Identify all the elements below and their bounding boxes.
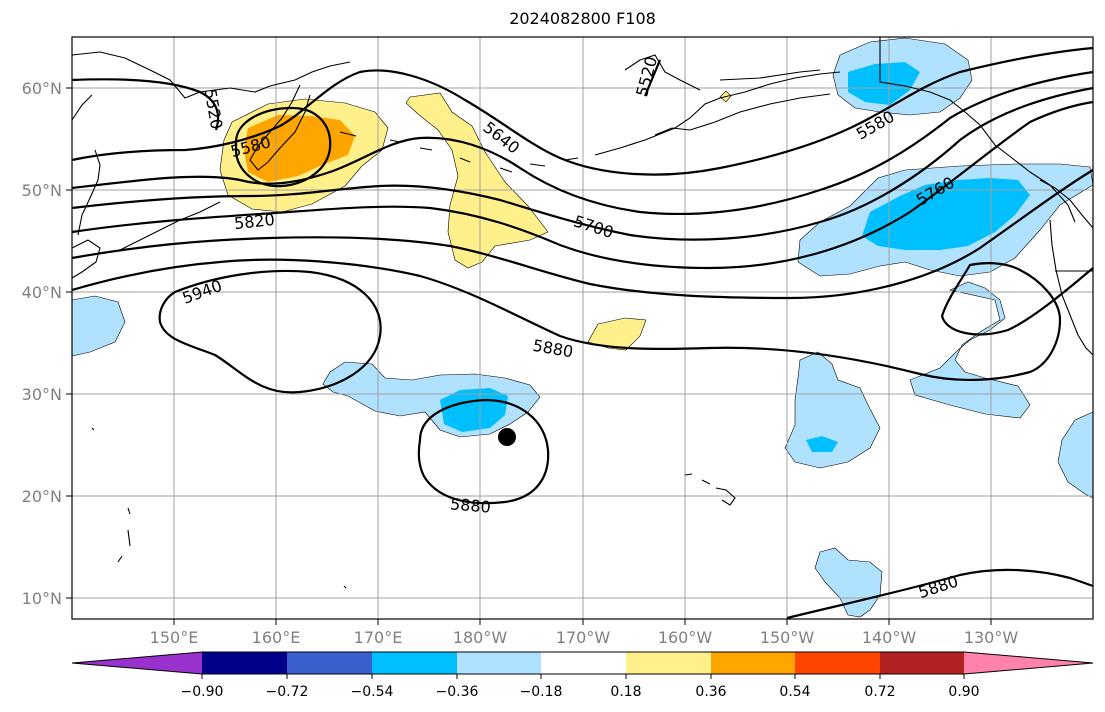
latitude-label: 20°N (22, 487, 62, 506)
colorbar-segment (711, 652, 795, 674)
coastline-layer (71, 37, 1094, 589)
colorbar-tick-label: 0.90 (948, 684, 979, 700)
contour-5580-west (71, 46, 1094, 176)
coastline-alaska-west (594, 71, 841, 156)
longitude-label: 160°W (658, 628, 713, 647)
colorbar-segment (880, 652, 964, 674)
latitude-label: 10°N (22, 589, 62, 608)
contour-label: 5520 (201, 87, 227, 130)
colorbar-segment (457, 652, 541, 674)
colorbar-tick-label: 0.18 (610, 684, 641, 700)
shade-blue-core-subtropical (440, 388, 508, 432)
shade-yellow-aleutian-tongue (405, 92, 549, 269)
coastline-us-west (1049, 219, 1094, 356)
shade-blue-core-hawaii-north (806, 436, 838, 452)
longitude-label: 170°W (556, 628, 611, 647)
coastline-alaska-peninsula (654, 93, 831, 136)
contour-5700 (71, 86, 1094, 241)
shade-orange-core-kamchatka (244, 115, 355, 182)
colorbar-tick-label: 0.72 (864, 684, 895, 700)
coastline-pacific-islands (91, 427, 347, 589)
contour-5520-west (71, 78, 220, 131)
contour-5880-south (786, 568, 1094, 620)
longitude-label: 140°W (862, 628, 917, 647)
shade-light-blue-west-edge (71, 295, 126, 357)
contour-5760 (71, 100, 1094, 270)
latitude-label: 50°N (22, 181, 62, 200)
coastline-canada-bc (1039, 179, 1094, 229)
shaded-field-layer (71, 37, 1094, 618)
contour-5880-main (71, 258, 1094, 381)
colorbar-segment (626, 652, 711, 674)
shade-light-blue-east-central (909, 281, 1031, 419)
coastline-kuril-islands (119, 201, 221, 251)
shade-blue-core-gulf-alaska (848, 62, 920, 105)
storm-center-marker (498, 428, 516, 446)
contour-label: 5700 (571, 211, 616, 242)
contour-kamchatka-closed-low (234, 106, 332, 188)
coastline-alaska-north (624, 54, 821, 91)
contour-label: 5520 (632, 54, 661, 98)
colorbar-segment (287, 652, 372, 674)
contour-label: 5820 (233, 210, 275, 233)
contour-5940-anticyclone (158, 269, 382, 394)
contour-5880-typhoon-ring (417, 398, 550, 505)
height-contour-layer (71, 46, 1094, 620)
contour-5640 (71, 70, 1094, 216)
colorbar-segment (541, 652, 626, 674)
latitude-label: 60°N (22, 79, 62, 98)
shade-light-blue-east-edge (1057, 411, 1094, 499)
latitude-label: 40°N (22, 283, 62, 302)
coastline-hawaii (684, 473, 736, 506)
colorbar-min-extend (72, 652, 202, 674)
colorbar-max-extend (964, 652, 1093, 674)
coastline-asia-north (71, 51, 351, 99)
colorbar-tick-label: −0.18 (520, 684, 563, 700)
shade-light-blue-hawaii-north (784, 351, 881, 469)
longitude-label: 150°W (760, 628, 815, 647)
colorbar-segment (372, 652, 457, 674)
colorbar-tick-label: −0.90 (181, 684, 224, 700)
longitude-label: 180°W (453, 628, 508, 647)
contour-label: 5940 (180, 276, 225, 308)
colorbar-tick-label: −0.54 (351, 684, 394, 700)
contour-5520-alaska (643, 59, 662, 97)
shade-light-blue-tropics (814, 547, 883, 618)
latitude-axis: 60°N 50°N 40°N 30°N 20°N 10°N (22, 79, 72, 608)
coastline-japan-hokkaido (71, 239, 101, 279)
coastline-okhotsk-sakhalin (71, 94, 101, 236)
colorbar-segment (202, 652, 287, 674)
colorbar-tick-label: −0.36 (436, 684, 479, 700)
longitude-label: 160°E (252, 628, 301, 647)
colorbar-tick-label: −0.72 (266, 684, 309, 700)
longitude-label: 170°E (354, 628, 403, 647)
graticule (72, 37, 1093, 619)
colorbar-segment (795, 652, 880, 674)
longitude-label: 130°W (964, 628, 1019, 647)
map-title: 2024082800 F108 (509, 9, 656, 28)
longitude-axis: 150°E 160°E 170°E 180°W 170°W 160°W 150°… (150, 619, 1019, 647)
longitude-label: 150°E (150, 628, 199, 647)
coastline-kamchatka (249, 84, 311, 171)
contour-label: 5580 (853, 107, 898, 144)
shade-blue-core-northeast-pacific (862, 178, 1030, 250)
coastline-aleutian-chain (339, 131, 579, 173)
contour-label: 5880 (916, 571, 961, 602)
latitude-label: 30°N (22, 385, 62, 404)
colorbar-tick-label: 0.36 (695, 684, 726, 700)
colorbar-tick-label: 0.54 (779, 684, 810, 700)
contour-5820 (71, 169, 1094, 300)
contour-label: 5880 (449, 494, 491, 516)
colorbar: −0.90 −0.72 −0.54 −0.36 −0.18 0.18 0.36 … (71, 651, 1094, 700)
